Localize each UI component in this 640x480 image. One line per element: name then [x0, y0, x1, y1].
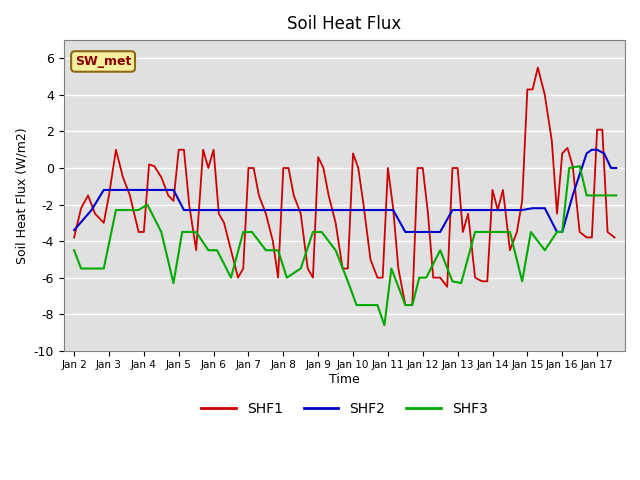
SHF3	[70, 247, 78, 253]
SHF2	[518, 207, 526, 213]
SHF1	[534, 65, 541, 71]
SHF3	[227, 275, 235, 280]
SHF2	[483, 207, 491, 213]
SHF1	[529, 86, 536, 92]
Line: SHF2: SHF2	[74, 150, 616, 232]
SHF2	[553, 229, 561, 235]
SHF2	[239, 207, 247, 213]
SHF2	[319, 207, 327, 213]
SHF2	[459, 207, 467, 213]
X-axis label: Time: Time	[329, 373, 360, 386]
SHF2	[413, 229, 421, 235]
SHF1	[506, 247, 514, 253]
SHF2	[262, 207, 269, 213]
SHF2	[100, 187, 108, 193]
SHF1	[394, 265, 402, 271]
Line: SHF1: SHF1	[74, 68, 614, 305]
SHF2	[569, 192, 577, 198]
SHF3	[612, 192, 620, 198]
Y-axis label: Soil Heat Flux (W/m2): Soil Heat Flux (W/m2)	[15, 127, 28, 264]
SHF1	[401, 302, 409, 308]
SHF2	[88, 207, 95, 213]
SHF2	[119, 187, 127, 193]
SHF2	[424, 229, 432, 235]
SHF3	[381, 322, 388, 328]
SHF1	[499, 187, 507, 193]
SHF2	[607, 165, 615, 171]
SHF1	[513, 229, 521, 235]
SHF2	[593, 147, 601, 153]
SHF2	[379, 207, 387, 213]
SHF2	[367, 207, 374, 213]
SHF3	[436, 247, 444, 253]
SHF2	[583, 151, 591, 156]
SHF2	[506, 207, 514, 213]
SHF2	[355, 207, 362, 213]
SHF2	[588, 147, 596, 153]
SHF2	[192, 207, 200, 213]
SHF2	[449, 207, 456, 213]
SHF2	[471, 207, 479, 213]
SHF2	[217, 207, 225, 213]
SHF2	[227, 207, 235, 213]
SHF2	[275, 207, 282, 213]
SHF2	[344, 207, 351, 213]
SHF2	[600, 151, 608, 156]
SHF1	[70, 235, 78, 240]
SHF2	[135, 187, 143, 193]
SHF2	[436, 229, 444, 235]
SHF3	[518, 278, 526, 284]
SHF2	[309, 207, 317, 213]
SHF3	[415, 275, 423, 280]
SHF1	[478, 278, 486, 284]
SHF2	[287, 207, 294, 213]
SHF2	[494, 207, 502, 213]
SHF2	[389, 207, 397, 213]
SHF2	[297, 207, 305, 213]
SHF3	[449, 278, 456, 284]
SHF2	[401, 229, 409, 235]
SHF2	[150, 187, 158, 193]
SHF3	[576, 163, 584, 169]
Title: Soil Heat Flux: Soil Heat Flux	[287, 15, 401, 33]
Legend: SHF1, SHF2, SHF3: SHF1, SHF2, SHF3	[195, 396, 493, 421]
SHF2	[559, 229, 566, 235]
SHF2	[170, 187, 177, 193]
SHF2	[529, 205, 536, 211]
SHF2	[541, 205, 548, 211]
SHF2	[206, 207, 214, 213]
Line: SHF3: SHF3	[74, 166, 616, 325]
SHF3	[408, 302, 416, 308]
SHF2	[252, 207, 259, 213]
SHF2	[180, 207, 188, 213]
SHF2	[332, 207, 339, 213]
SHF2	[70, 227, 78, 233]
SHF2	[612, 165, 620, 171]
Text: SW_met: SW_met	[75, 55, 131, 68]
SHF1	[611, 235, 618, 240]
